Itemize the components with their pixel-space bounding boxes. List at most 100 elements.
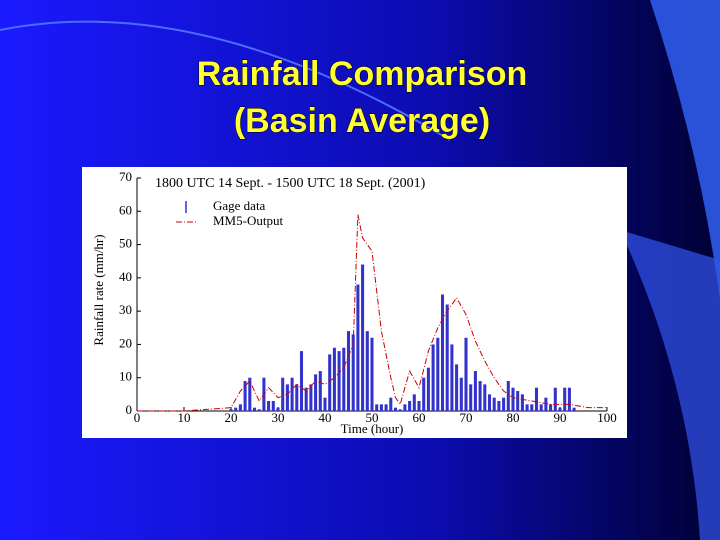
x-tick-label: 90 bbox=[554, 410, 567, 425]
bar bbox=[492, 397, 496, 411]
bar bbox=[328, 354, 332, 411]
x-tick-label: 0 bbox=[134, 410, 141, 425]
bar bbox=[450, 344, 454, 411]
bar bbox=[520, 394, 524, 411]
bar bbox=[365, 331, 369, 411]
bar bbox=[234, 407, 238, 411]
bar bbox=[431, 344, 435, 411]
x-tick-label: 70 bbox=[460, 410, 473, 425]
bar bbox=[487, 394, 492, 411]
bar bbox=[323, 397, 327, 411]
bar bbox=[544, 397, 548, 411]
x-tick-label: 100 bbox=[597, 410, 617, 425]
y-tick-label: 60 bbox=[119, 202, 132, 217]
legend-label: Gage data bbox=[213, 198, 266, 213]
y-tick-label: 20 bbox=[119, 335, 132, 350]
bar bbox=[267, 401, 271, 411]
bar bbox=[281, 377, 285, 411]
bar bbox=[412, 394, 416, 411]
x-tick-label: 10 bbox=[178, 410, 191, 425]
x-tick-label: 60 bbox=[413, 410, 426, 425]
bar bbox=[436, 337, 440, 411]
bar bbox=[393, 407, 398, 411]
bar bbox=[567, 387, 571, 411]
bar bbox=[384, 404, 388, 411]
slide-title: (Basin Average) bbox=[234, 102, 490, 140]
bar bbox=[379, 404, 383, 411]
bar bbox=[511, 387, 515, 411]
bar bbox=[299, 351, 304, 411]
bar bbox=[398, 409, 402, 411]
y-tick-label: 0 bbox=[126, 402, 133, 417]
decor-curve bbox=[650, 0, 720, 300]
x-tick-label: 30 bbox=[272, 410, 285, 425]
y-axis-label: Rainfall rate (mm/hr) bbox=[91, 234, 106, 345]
bar bbox=[332, 347, 336, 411]
bar bbox=[375, 404, 379, 411]
bar bbox=[252, 407, 257, 411]
bar bbox=[257, 409, 261, 411]
line bbox=[137, 214, 607, 412]
y-tick-label: 70 bbox=[119, 169, 132, 184]
x-axis-label: Time (hour) bbox=[341, 421, 404, 436]
bar bbox=[426, 367, 430, 411]
bar bbox=[243, 381, 247, 411]
bar bbox=[356, 284, 360, 411]
bar bbox=[248, 377, 252, 411]
bar bbox=[295, 384, 299, 411]
bar bbox=[422, 377, 426, 411]
bar bbox=[238, 404, 242, 411]
bar bbox=[455, 364, 459, 411]
x-tick-label: 40 bbox=[319, 410, 332, 425]
decor-line bbox=[0, 20, 451, 141]
bar bbox=[304, 387, 308, 411]
x-tick-label: 50 bbox=[366, 410, 379, 425]
bar bbox=[285, 384, 289, 411]
bar bbox=[459, 377, 463, 411]
bar bbox=[572, 407, 576, 411]
y-tick-label: 10 bbox=[119, 369, 132, 384]
bar bbox=[351, 334, 355, 411]
bar bbox=[440, 294, 445, 411]
bar bbox=[337, 351, 341, 411]
bar bbox=[506, 381, 510, 411]
bar bbox=[553, 387, 557, 411]
bar bbox=[478, 381, 482, 411]
bar bbox=[445, 304, 449, 411]
bar bbox=[464, 337, 468, 411]
y-tick-label: 50 bbox=[119, 236, 132, 251]
bar bbox=[314, 374, 318, 411]
bar bbox=[497, 401, 501, 411]
bar bbox=[403, 404, 407, 411]
x-tick-label: 80 bbox=[507, 410, 520, 425]
x-tick-label: 20 bbox=[225, 410, 238, 425]
bar bbox=[473, 371, 477, 411]
y-tick-label: 40 bbox=[119, 269, 132, 284]
bar bbox=[502, 397, 506, 411]
bar bbox=[563, 387, 567, 411]
chart-title: 1800 UTC 14 Sept. - 1500 UTC 18 Sept. (2… bbox=[155, 176, 426, 191]
bar bbox=[370, 337, 374, 411]
bar bbox=[342, 347, 346, 411]
legend-label: MM5-Output bbox=[213, 213, 283, 228]
bar bbox=[530, 404, 534, 411]
y-tick-label: 30 bbox=[119, 302, 132, 317]
bar bbox=[539, 404, 543, 411]
bar bbox=[361, 264, 365, 411]
bar bbox=[417, 401, 421, 411]
decor-curve bbox=[620, 230, 720, 540]
bar bbox=[534, 387, 539, 411]
bar bbox=[516, 391, 520, 411]
bar bbox=[290, 377, 294, 411]
bar bbox=[525, 404, 529, 411]
bar bbox=[558, 407, 562, 411]
bar bbox=[408, 401, 412, 411]
bar bbox=[229, 409, 233, 411]
bar bbox=[276, 407, 280, 411]
bar bbox=[318, 371, 322, 411]
bar bbox=[309, 384, 313, 411]
bar bbox=[346, 331, 351, 411]
bar bbox=[389, 397, 393, 411]
